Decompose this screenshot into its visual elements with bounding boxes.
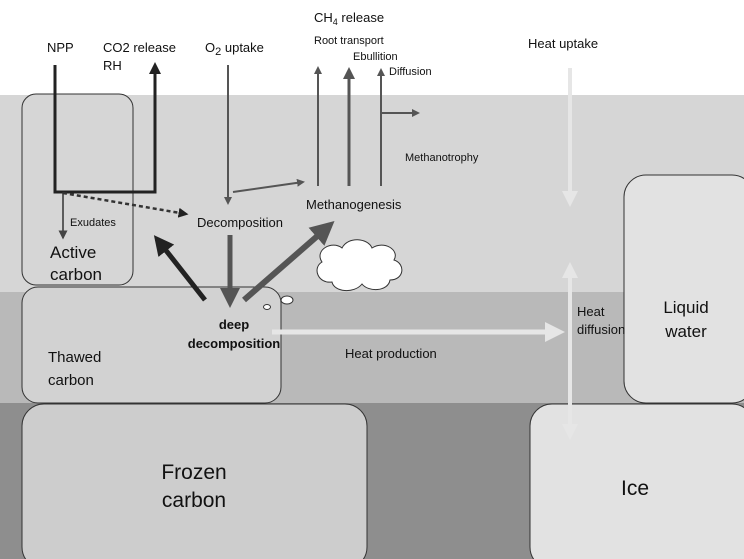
- label: RH: [103, 58, 122, 73]
- label-sub: 2: [215, 46, 221, 58]
- label-part: CH: [314, 10, 333, 25]
- label: Decomposition: [197, 215, 283, 230]
- label: water: [664, 322, 707, 341]
- label: Heat production: [345, 346, 437, 361]
- label: Ebullition: [353, 51, 398, 63]
- label: Heat uptake: [528, 36, 598, 51]
- label: Liquid: [663, 298, 708, 317]
- cloud: [263, 239, 403, 310]
- arrows: [53, 62, 578, 440]
- label-sub: 4: [333, 17, 338, 27]
- label: carbon: [48, 372, 94, 389]
- label: Active: [50, 243, 96, 262]
- water-box: [623, 174, 744, 404]
- active-box: [21, 93, 134, 286]
- label-part: release: [338, 10, 384, 25]
- label: Heat: [577, 304, 605, 319]
- label: Diffusion: [389, 66, 432, 78]
- label: CO2 release: [103, 40, 176, 55]
- label: NPP: [47, 40, 74, 55]
- label: O2 uptake: [205, 40, 264, 58]
- label: decomposition: [188, 336, 281, 351]
- label-part: O: [205, 40, 215, 55]
- label: Thawed: [48, 349, 101, 366]
- label: Methanogenesis: [306, 197, 402, 212]
- label: carbon: [162, 489, 226, 512]
- label: diffusion: [577, 322, 625, 337]
- label: Root transport: [314, 35, 384, 47]
- label-part: uptake: [221, 40, 264, 55]
- label: Ice: [621, 477, 649, 500]
- label: Methanotrophy: [405, 152, 479, 164]
- label: Frozen: [161, 461, 226, 484]
- label: Exudates: [70, 217, 116, 229]
- thawed-box: [21, 286, 282, 404]
- frozen-box: [21, 403, 368, 559]
- label: carbon: [50, 265, 102, 284]
- label: deep: [219, 317, 249, 332]
- ice-box: [529, 403, 744, 559]
- label: CH4 release: [314, 10, 384, 27]
